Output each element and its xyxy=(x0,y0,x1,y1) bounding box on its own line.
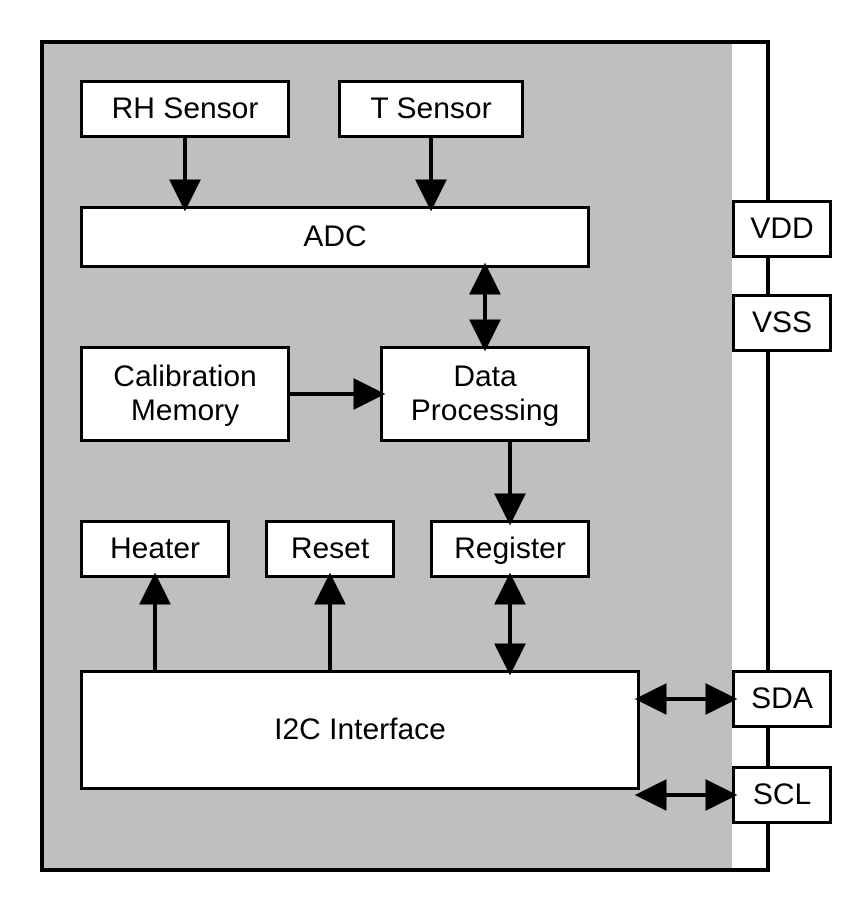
calibration-memory-block: Calibration Memory xyxy=(80,346,290,442)
data-processing-block: Data Processing xyxy=(380,346,590,442)
reset-label: Reset xyxy=(291,532,369,567)
vdd-pin-block: VDD xyxy=(732,200,832,258)
i2c-interface-label: I2C Interface xyxy=(274,713,446,748)
sda-label: SDA xyxy=(751,682,813,717)
scl-pin-block: SCL xyxy=(732,766,832,824)
vss-pin-block: VSS xyxy=(732,294,832,352)
heater-block: Heater xyxy=(80,520,230,578)
scl-label: SCL xyxy=(753,778,811,813)
sda-pin-block: SDA xyxy=(732,670,832,728)
adc-label: ADC xyxy=(303,220,366,255)
adc-block: ADC xyxy=(80,206,590,268)
block-diagram: RH Sensor T Sensor ADC Calibration Memor… xyxy=(30,30,835,880)
t-sensor-label: T Sensor xyxy=(370,92,491,127)
register-block: Register xyxy=(430,520,590,578)
calibration-memory-label: Calibration Memory xyxy=(113,360,256,429)
rh-sensor-label: RH Sensor xyxy=(112,92,259,127)
heater-label: Heater xyxy=(110,532,200,567)
register-label: Register xyxy=(454,532,566,567)
rh-sensor-block: RH Sensor xyxy=(80,80,290,138)
vss-label: VSS xyxy=(752,306,812,341)
data-processing-label: Data Processing xyxy=(411,360,559,429)
vdd-label: VDD xyxy=(750,212,813,247)
reset-block: Reset xyxy=(265,520,395,578)
i2c-interface-block: I2C Interface xyxy=(80,670,640,790)
t-sensor-block: T Sensor xyxy=(338,80,524,138)
